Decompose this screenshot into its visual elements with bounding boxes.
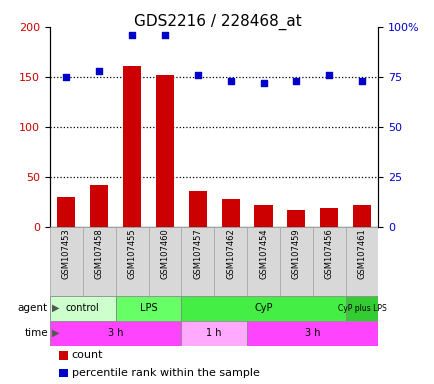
Text: GSM107459: GSM107459 — [291, 228, 300, 279]
Point — [260, 80, 266, 86]
Point — [95, 68, 102, 74]
Bar — [181, 296, 345, 321]
Text: ▶: ▶ — [52, 303, 59, 313]
Point — [161, 32, 168, 38]
Bar — [214, 227, 247, 296]
Bar — [90, 185, 108, 227]
Bar — [221, 199, 239, 227]
Bar — [345, 227, 378, 296]
Bar — [123, 66, 141, 227]
Bar — [345, 296, 378, 321]
Point — [325, 72, 332, 78]
Bar — [50, 296, 115, 321]
Text: GSM107461: GSM107461 — [357, 228, 366, 280]
Text: GSM107460: GSM107460 — [160, 228, 169, 280]
Point — [227, 78, 233, 84]
Text: GDS2216 / 228468_at: GDS2216 / 228468_at — [133, 13, 301, 30]
Bar — [115, 227, 148, 296]
Text: GSM107456: GSM107456 — [324, 228, 333, 280]
Text: 1 h: 1 h — [206, 328, 221, 338]
Bar — [148, 227, 181, 296]
Text: GSM107457: GSM107457 — [193, 228, 202, 280]
Point — [63, 74, 70, 80]
Text: GSM107455: GSM107455 — [127, 228, 136, 279]
Bar — [181, 321, 247, 346]
Bar — [319, 208, 338, 227]
Text: GSM107454: GSM107454 — [258, 228, 267, 279]
Text: ▶: ▶ — [52, 328, 59, 338]
Text: CyP plus LPS: CyP plus LPS — [337, 304, 385, 313]
Point — [358, 78, 365, 84]
Bar — [155, 75, 174, 227]
Point — [194, 72, 201, 78]
Text: GSM107453: GSM107453 — [62, 228, 71, 280]
Text: control: control — [66, 303, 99, 313]
Bar — [115, 296, 181, 321]
Text: 3 h: 3 h — [304, 328, 320, 338]
Text: count: count — [72, 350, 103, 360]
Bar — [254, 205, 272, 227]
Bar — [247, 321, 378, 346]
Text: GSM107462: GSM107462 — [226, 228, 235, 280]
Text: CyP: CyP — [253, 303, 272, 313]
Text: LPS: LPS — [139, 303, 157, 313]
Bar — [247, 227, 279, 296]
Bar — [50, 227, 82, 296]
Bar — [82, 227, 115, 296]
Text: agent: agent — [18, 303, 48, 313]
Text: GSM107458: GSM107458 — [95, 228, 104, 280]
Bar — [188, 190, 207, 227]
Point — [292, 78, 299, 84]
Bar — [279, 227, 312, 296]
Text: 3 h: 3 h — [108, 328, 123, 338]
Bar — [352, 205, 370, 227]
Bar — [181, 227, 214, 296]
Bar — [312, 227, 345, 296]
Text: percentile rank within the sample: percentile rank within the sample — [72, 367, 259, 377]
Text: time: time — [24, 328, 48, 338]
Point — [128, 32, 135, 38]
Bar — [286, 210, 305, 227]
Bar — [50, 321, 181, 346]
Bar — [57, 197, 76, 227]
